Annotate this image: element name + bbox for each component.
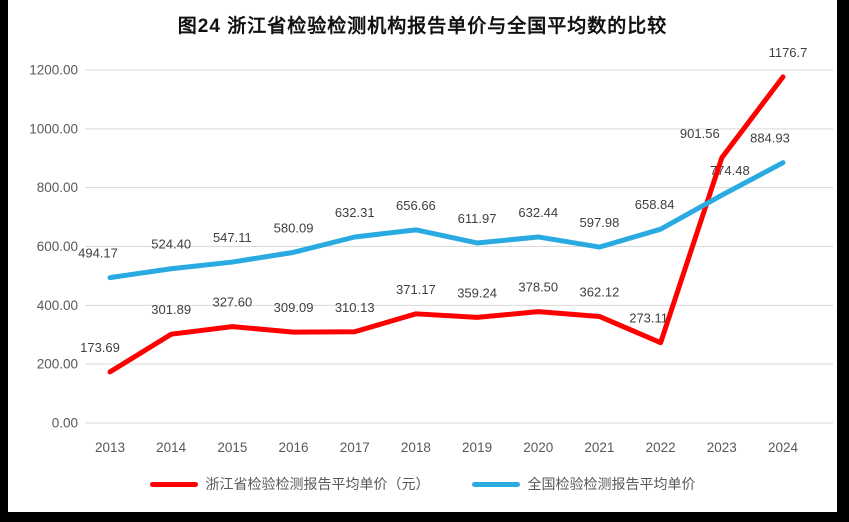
- data-label: 611.97: [458, 211, 497, 226]
- x-axis-label: 2015: [217, 440, 247, 455]
- national-line: [107, 160, 786, 281]
- data-label: 597.98: [580, 215, 620, 230]
- zhejiang-line-swatch: [149, 481, 198, 487]
- data-label: 310.13: [335, 300, 375, 315]
- data-label: 494.17: [78, 246, 118, 261]
- data-label: 371.17: [396, 282, 436, 297]
- y-axis-label: 200.00: [37, 357, 78, 372]
- data-label: 656.66: [396, 198, 436, 213]
- data-label: 524.40: [151, 237, 191, 252]
- data-label: 547.11: [213, 230, 252, 245]
- legend-label-national: 全国检验检测报告平均单价: [527, 476, 696, 492]
- photo-border-right-icon: [837, 0, 849, 522]
- y-axis-label: 1200.00: [29, 63, 78, 78]
- data-label: 632.31: [335, 205, 375, 220]
- y-axis-label: 600.00: [37, 239, 78, 254]
- national-line-swatch: [471, 481, 520, 487]
- photo-border-bottom-icon: [0, 512, 849, 522]
- data-label: 327.60: [212, 295, 252, 310]
- data-label: 658.84: [635, 197, 675, 212]
- data-label: 1176.7: [769, 45, 808, 60]
- x-axis-label: 2021: [584, 440, 614, 455]
- data-label: 378.50: [518, 280, 558, 295]
- x-axis-label: 2019: [462, 440, 492, 455]
- legend: 浙江省检验检测报告平均单价（元） 全国检验检测报告平均单价: [8, 470, 837, 498]
- data-label: 580.09: [274, 220, 314, 235]
- x-axis-label: 2013: [95, 440, 125, 455]
- x-axis-label: 2018: [401, 440, 431, 455]
- data-label: 359.24: [457, 285, 497, 300]
- x-axis-label: 2022: [646, 440, 676, 455]
- x-axis-label: 2023: [707, 440, 737, 455]
- data-label: 301.89: [151, 302, 191, 317]
- x-axis-label: 2016: [279, 440, 309, 455]
- data-label: 309.09: [274, 300, 314, 315]
- data-label: 173.69: [80, 340, 120, 355]
- x-axis-label: 2017: [340, 440, 370, 455]
- y-axis-label: 400.00: [37, 298, 78, 313]
- legend-label-zhejiang: 浙江省检验检测报告平均单价（元）: [205, 476, 430, 492]
- data-label: 884.93: [750, 131, 790, 146]
- data-label: 901.56: [680, 126, 720, 141]
- chart-title: 图24 浙江省检验检测机构报告单价与全国平均数的比较: [177, 16, 668, 37]
- data-label: 362.12: [580, 284, 620, 299]
- legend-item-national: 全国检验检测报告平均单价: [471, 474, 696, 494]
- x-axis-label: 2014: [156, 440, 187, 455]
- legend-item-zhejiang: 浙江省检验检测报告平均单价（元）: [149, 474, 430, 494]
- x-axis-label: 2020: [523, 440, 553, 455]
- data-label: 632.44: [518, 205, 558, 220]
- y-axis-label: 1000.00: [29, 121, 78, 136]
- photo-border-left-icon: [0, 0, 8, 522]
- y-axis-label: 0.00: [52, 416, 78, 431]
- zhejiang-line: [107, 74, 786, 375]
- plot-area: 0.00 200.00 400.00 600.00 800.00 1000.00 1200.…: [29, 45, 833, 455]
- y-axis-label: 800.00: [37, 180, 78, 195]
- data-label: 273.11: [629, 311, 668, 326]
- x-axis-label: 2024: [768, 440, 799, 455]
